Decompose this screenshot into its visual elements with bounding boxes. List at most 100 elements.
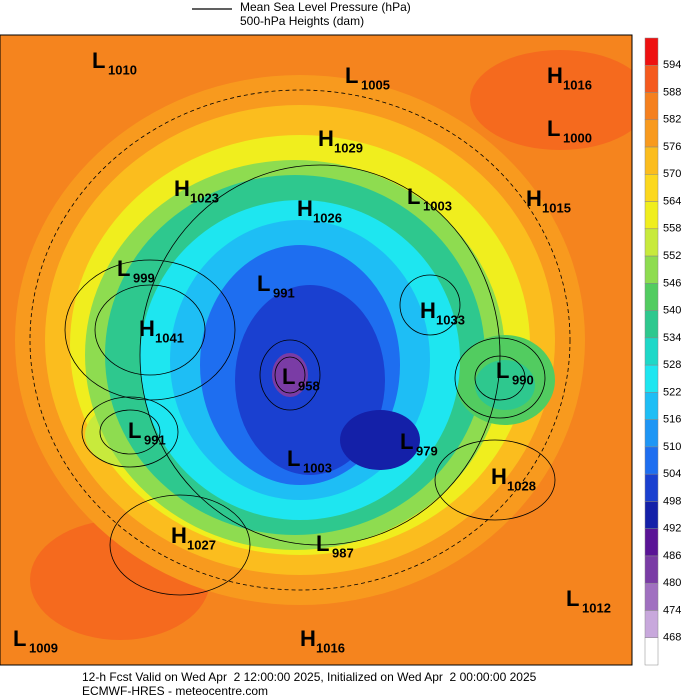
center-value: 1033 (436, 312, 465, 327)
colorbar-swatch (644, 555, 659, 584)
colorbar-label: 522 (663, 386, 681, 398)
center-value: 1023 (190, 190, 219, 205)
legend-pressure: Mean Sea Level Pressure (hPa) (240, 0, 411, 14)
center-value: 1005 (361, 77, 390, 92)
center-value: 1015 (542, 200, 571, 215)
colorbar-swatch (644, 528, 659, 557)
center-letter: L (257, 271, 270, 296)
center-value: 1016 (316, 640, 345, 655)
center-value: 958 (298, 378, 320, 393)
colorbar-swatch (644, 37, 659, 66)
colorbar-swatch (644, 119, 659, 148)
colorbar-swatch (644, 92, 659, 121)
colorbar-label: 474 (663, 604, 681, 616)
legend-heights: 500-hPa Heights (dam) (240, 14, 364, 28)
center-value: 1003 (423, 198, 452, 213)
colorbar-label: 486 (663, 550, 681, 562)
center-letter: H (318, 126, 334, 151)
center-letter: L (92, 48, 105, 73)
colorbar-label: 552 (663, 250, 681, 262)
colorbar-label: 468 (663, 632, 681, 644)
footer-source: ECMWF-HRES - meteocentre.com (82, 684, 268, 698)
colorbar-swatch (644, 364, 659, 393)
center-letter: L (316, 531, 329, 556)
center-letter: L (496, 358, 509, 383)
center-value: 1012 (582, 600, 611, 615)
colorbar-label: 516 (663, 414, 681, 426)
center-letter: H (297, 196, 313, 221)
colorbar-label: 558 (663, 223, 681, 235)
map-frame (0, 34, 633, 666)
colorbar-swatch (644, 283, 659, 311)
center-value: 1016 (563, 77, 592, 92)
colorbar-swatch (644, 146, 659, 175)
center-value: 1000 (563, 130, 592, 145)
colorbar-label: 528 (663, 359, 681, 371)
center-value: 1003 (303, 460, 332, 475)
colorbar-swatch (644, 228, 659, 257)
colorbar-label: 498 (663, 495, 681, 507)
map (0, 35, 632, 665)
colorbar-swatch (644, 337, 659, 366)
center-value: 979 (416, 443, 438, 458)
colorbar-swatch (644, 473, 659, 502)
center-letter: L (13, 626, 26, 651)
colorbar-label: 534 (663, 332, 681, 344)
colorbar-swatch (644, 419, 659, 448)
colorbar: 594 588 582 576 570 564 558 552 546 540 534 528 522 5… (644, 37, 681, 666)
center-value: 991 (273, 285, 295, 300)
colorbar-label: 570 (663, 168, 681, 180)
colorbar-label: 492 (663, 523, 681, 535)
center-letter: L (282, 364, 295, 389)
colorbar-label: 564 (663, 195, 681, 207)
center-letter: H (171, 523, 187, 548)
center-letter: L (117, 256, 130, 281)
center-value: 987 (332, 545, 354, 560)
center-letter: H (547, 63, 563, 88)
colorbar-swatch (644, 310, 659, 339)
center-letter: H (139, 316, 155, 341)
colorbar-label: 480 (663, 577, 681, 589)
center-letter: L (566, 586, 579, 611)
center-letter: L (547, 116, 560, 141)
colorbar-swatch (644, 501, 659, 529)
center-value: 1028 (507, 478, 536, 493)
center-letter: H (300, 626, 316, 651)
colorbar-swatch (644, 610, 659, 638)
center-letter: L (287, 446, 300, 471)
center-letter: L (128, 418, 141, 443)
center-letter: L (400, 429, 413, 454)
colorbar-swatch (644, 174, 659, 202)
colorbar-swatch (644, 65, 659, 93)
center-letter: H (526, 186, 542, 211)
colorbar-label: 582 (663, 114, 681, 126)
colorbar-swatch (644, 255, 659, 284)
center-letter: H (174, 176, 190, 201)
center-letter: H (491, 464, 507, 489)
colorbar-label: 588 (663, 86, 681, 98)
colorbar-label: 594 (663, 59, 681, 71)
center-value: 1041 (155, 330, 184, 345)
colorbar-swatch (644, 637, 659, 666)
center-letter: L (407, 184, 420, 209)
center-value: 1026 (313, 210, 342, 225)
footer-valid: 12-h Fcst Valid on Wed Apr 2 12:00:00 20… (82, 670, 537, 684)
center-letter: H (420, 298, 436, 323)
colorbar-label: 510 (663, 441, 681, 453)
colorbar-label: 540 (663, 305, 681, 317)
center-value: 1029 (334, 140, 363, 155)
center-value: 1027 (187, 537, 216, 552)
colorbar-swatch (644, 582, 659, 611)
colorbar-label: 546 (663, 277, 681, 289)
center-value: 991 (144, 432, 166, 447)
center-value: 999 (133, 270, 155, 285)
colorbar-label: 504 (663, 468, 681, 480)
colorbar-swatch (644, 201, 659, 230)
center-letter: L (345, 63, 358, 88)
colorbar-swatch (644, 392, 659, 420)
center-value: 1009 (29, 640, 58, 655)
center-value: 990 (512, 372, 534, 387)
colorbar-label: 576 (663, 141, 681, 153)
